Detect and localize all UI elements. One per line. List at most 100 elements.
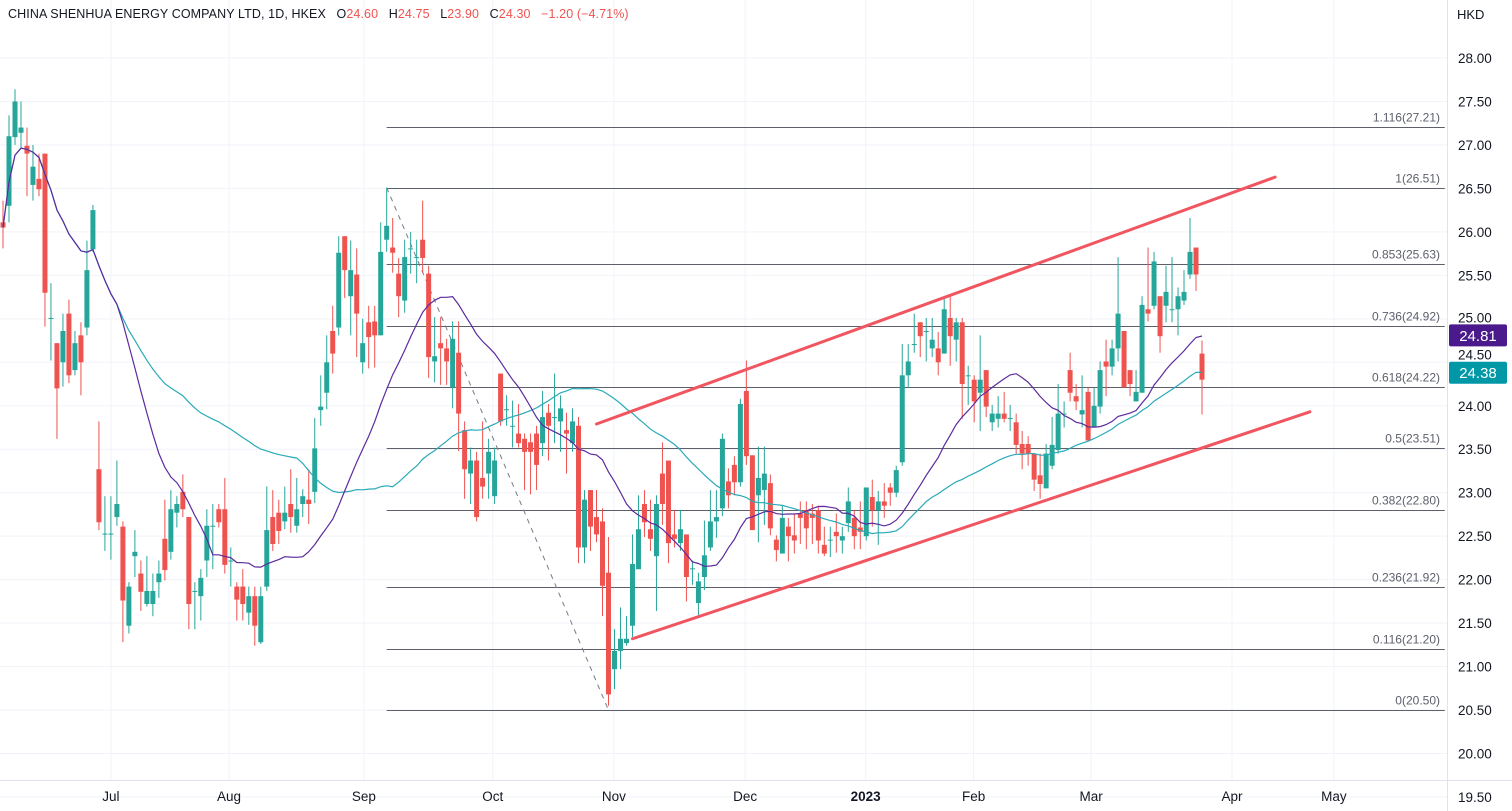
candle-up — [210, 504, 216, 570]
candle-body — [1013, 422, 1019, 445]
candle-down — [1031, 453, 1037, 491]
candle-down — [330, 305, 336, 374]
candle-up — [108, 496, 114, 560]
candle-body — [306, 499, 312, 505]
candle-up — [168, 490, 174, 560]
candle-body — [917, 322, 923, 337]
price-tick-label: 27.00 — [1458, 138, 1492, 153]
candle-body — [594, 517, 600, 535]
candle-body — [390, 247, 396, 253]
candle-body — [1169, 309, 1175, 311]
candle-up — [468, 447, 474, 505]
candle-down — [66, 299, 72, 384]
candle-body — [138, 573, 144, 592]
candle-down — [576, 417, 582, 564]
candle-up — [192, 582, 198, 630]
open-label: O — [336, 7, 347, 21]
candle-body — [749, 455, 755, 531]
candle-body — [845, 501, 851, 524]
candle-down — [420, 200, 426, 273]
fib-level-label: 0.236(21.92) — [1372, 571, 1440, 585]
candle-up — [228, 547, 234, 587]
candle-body — [863, 487, 869, 537]
candle-body — [965, 375, 971, 377]
candle-up — [30, 144, 36, 201]
candle-body — [1193, 247, 1199, 275]
time-tick-label: May — [1321, 789, 1347, 804]
candle-up — [1151, 251, 1157, 310]
candle-down — [372, 305, 378, 368]
candle-body — [330, 330, 336, 354]
candle-down — [683, 534, 689, 602]
candle-body — [647, 529, 653, 539]
candle-down — [959, 317, 965, 419]
price-tick-label: 23.50 — [1458, 442, 1492, 457]
candle-down — [396, 257, 402, 318]
candle-down — [240, 569, 246, 621]
candle-body — [1121, 330, 1127, 388]
candle-body — [1049, 444, 1055, 466]
candle-body — [498, 373, 504, 422]
candle-down — [564, 412, 570, 474]
candle-up — [540, 390, 546, 457]
candle-body — [210, 525, 216, 527]
candle-down — [162, 499, 168, 581]
time-tick-label: Feb — [962, 789, 985, 804]
candle-body — [420, 239, 426, 258]
candle-body — [635, 529, 641, 570]
candle-body — [510, 425, 516, 427]
candle-body — [36, 178, 42, 190]
candle-body — [342, 236, 348, 271]
candle-body — [617, 638, 623, 651]
candle-body — [767, 483, 773, 529]
candle-up — [318, 375, 324, 426]
candle-body — [6, 136, 12, 206]
candle-body — [833, 531, 839, 537]
candle-up — [504, 395, 510, 426]
candle-body — [582, 499, 588, 548]
candle-body — [120, 526, 126, 601]
candle-up — [204, 509, 210, 578]
candle-body — [588, 490, 594, 527]
candle-up — [360, 318, 366, 374]
candle-body — [78, 335, 84, 363]
candle-body — [1145, 309, 1151, 314]
candle-down — [1037, 453, 1043, 499]
candle-up — [300, 489, 306, 518]
fib-trend-dashed-line — [386, 187, 609, 711]
fib-level-label: 0.382(22.80) — [1372, 494, 1440, 508]
candle-down — [186, 517, 192, 630]
candle-body — [564, 430, 570, 434]
fib-level-label: 0(20.50) — [1395, 694, 1440, 708]
candle-up — [324, 335, 330, 410]
candle-body — [480, 477, 486, 487]
candle-up — [989, 404, 995, 431]
price-tag-value: 24.81 — [1459, 328, 1497, 345]
candle-up — [929, 317, 935, 358]
close-value: 24.30 — [498, 7, 531, 21]
candle-body — [947, 317, 953, 337]
time-tick-label: Mar — [1079, 789, 1103, 804]
candle-up — [737, 398, 743, 487]
candle-down — [731, 456, 737, 496]
candle-up — [246, 586, 252, 625]
candle-up — [1163, 265, 1169, 323]
candle-body — [312, 448, 318, 492]
candle-up — [905, 344, 911, 388]
time-tick-label: Nov — [602, 789, 626, 804]
candle-body — [821, 544, 827, 554]
candle-up — [1091, 387, 1097, 428]
candle-up — [18, 101, 24, 149]
candle-down — [546, 404, 552, 461]
candle-down — [659, 442, 665, 525]
candle-up — [977, 335, 983, 431]
candle-up — [719, 433, 725, 517]
time-tick-label: Jul — [102, 789, 119, 804]
candle-down — [36, 153, 42, 197]
price-tick-label: 19.50 — [1458, 790, 1492, 805]
candle-down — [180, 474, 186, 518]
candle-body — [1109, 348, 1115, 367]
candle-up — [378, 222, 384, 336]
time-tick-label: 2023 — [851, 789, 882, 804]
